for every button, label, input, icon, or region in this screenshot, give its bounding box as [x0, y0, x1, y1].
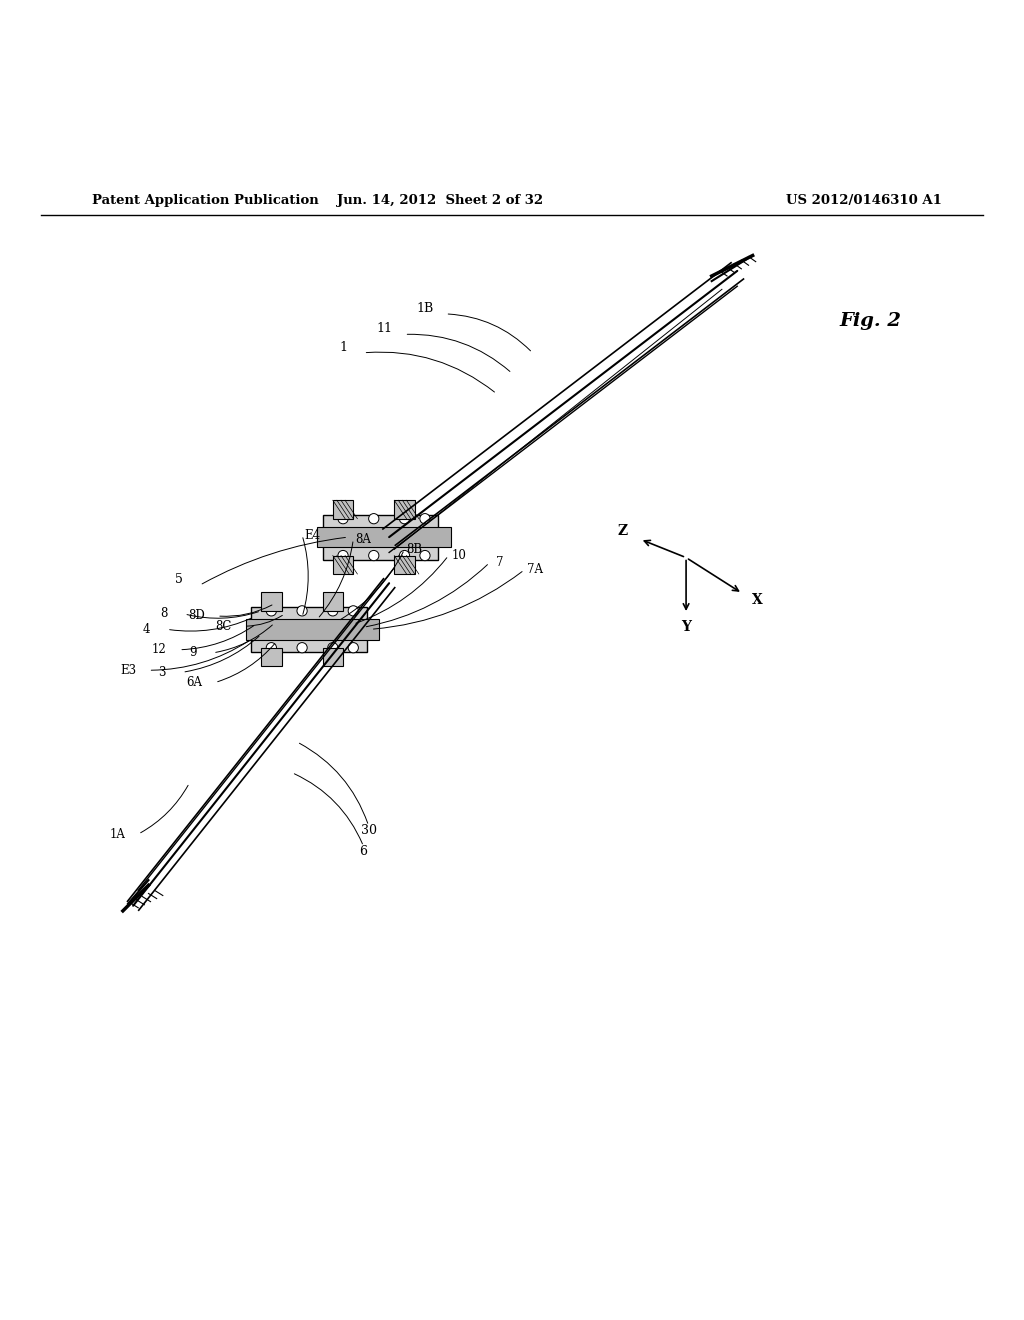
- Text: 3: 3: [158, 665, 166, 678]
- Text: 12: 12: [152, 643, 166, 656]
- Text: 7A: 7A: [526, 564, 543, 577]
- Bar: [394, 500, 415, 519]
- Text: US 2012/0146310 A1: US 2012/0146310 A1: [786, 194, 942, 207]
- Bar: [323, 593, 343, 611]
- Text: 8A: 8A: [355, 533, 372, 545]
- Circle shape: [399, 513, 410, 524]
- Bar: [394, 556, 415, 574]
- Bar: [317, 527, 451, 548]
- Text: 8D: 8D: [188, 610, 205, 623]
- Text: Jun. 14, 2012  Sheet 2 of 32: Jun. 14, 2012 Sheet 2 of 32: [337, 194, 544, 207]
- Text: 4: 4: [142, 623, 151, 636]
- Circle shape: [420, 550, 430, 561]
- Text: 10: 10: [452, 549, 466, 562]
- Text: 1B: 1B: [417, 302, 433, 315]
- Text: 6: 6: [359, 845, 368, 858]
- Bar: [261, 593, 282, 611]
- Circle shape: [297, 606, 307, 616]
- Circle shape: [297, 643, 307, 653]
- Circle shape: [369, 513, 379, 524]
- Text: 1A: 1A: [110, 828, 126, 841]
- Text: E3: E3: [120, 664, 136, 677]
- Bar: [261, 648, 282, 667]
- Circle shape: [399, 550, 410, 561]
- Text: X: X: [753, 593, 763, 607]
- Text: 8C: 8C: [215, 619, 231, 632]
- Circle shape: [266, 643, 276, 653]
- Text: E4: E4: [304, 528, 321, 541]
- Circle shape: [420, 513, 430, 524]
- Bar: [333, 556, 353, 574]
- Text: 1: 1: [339, 341, 347, 354]
- Bar: [333, 500, 353, 519]
- Circle shape: [328, 643, 338, 653]
- Bar: [323, 648, 343, 667]
- Text: 8B: 8B: [407, 543, 423, 556]
- Bar: [246, 619, 379, 639]
- Circle shape: [369, 550, 379, 561]
- Text: 6A: 6A: [186, 676, 203, 689]
- Circle shape: [338, 513, 348, 524]
- Circle shape: [328, 606, 338, 616]
- Text: 7: 7: [496, 556, 504, 569]
- Text: Z: Z: [617, 524, 628, 539]
- Circle shape: [348, 606, 358, 616]
- Text: 5: 5: [175, 573, 183, 586]
- Text: 30: 30: [360, 824, 377, 837]
- Polygon shape: [251, 607, 367, 652]
- Circle shape: [348, 643, 358, 653]
- Text: 11: 11: [376, 322, 392, 335]
- Circle shape: [266, 606, 276, 616]
- Polygon shape: [323, 515, 438, 560]
- Circle shape: [338, 550, 348, 561]
- Text: Y: Y: [681, 620, 691, 635]
- Text: 9: 9: [188, 647, 197, 659]
- Text: 8: 8: [160, 607, 168, 620]
- Text: Patent Application Publication: Patent Application Publication: [92, 194, 318, 207]
- Text: Fig. 2: Fig. 2: [840, 312, 902, 330]
